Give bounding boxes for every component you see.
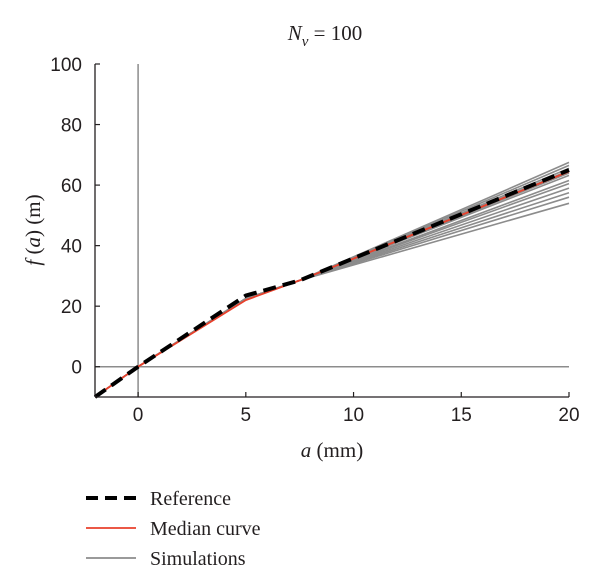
y-tick-label-20: 20 [61,297,82,318]
y-axis-open: ( [21,247,45,259]
y-axis-label: f (a) (m) [21,194,45,265]
legend: Reference Median curve Simulations [86,488,261,570]
x-axis-var: a [301,438,312,462]
legend-median-label: Median curve [150,518,261,540]
x-ticks: 0 5 10 15 20 [133,392,580,426]
y-axis-unit: ) (m) [21,194,45,237]
x-tick-label-15: 15 [451,405,472,426]
y-ticks: 0 20 40 60 80 100 [50,55,100,379]
legend-reference-label: Reference [150,488,231,510]
y-tick-label-40: 40 [61,237,82,258]
y-tick-label-100: 100 [50,55,82,76]
chart-title: Nv = 100 [287,21,363,50]
title-subscript: v [302,34,309,50]
y-axis-arg: a [21,237,45,248]
simulation-curve-4 [94,169,570,398]
simulation-curve-12 [94,202,570,398]
median-curve-group [94,170,570,398]
y-tick-label-60: 60 [61,176,82,197]
axes [94,64,569,398]
y-tick-label-80: 80 [61,116,82,137]
title-rest: = 100 [308,21,362,45]
reference-curve-group [93,168,570,399]
x-tick-label-5: 5 [241,405,252,426]
x-tick-label-0: 0 [133,405,144,426]
x-tick-label-20: 20 [558,405,579,426]
x-axis-unit: (mm) [311,438,363,462]
y-tick-label-0: 0 [71,358,82,379]
reference-curve [93,168,570,399]
legend-simulations-label: Simulations [150,548,246,570]
y-axis-var: f [21,257,45,266]
zero-lines [95,64,569,397]
median-curve [94,170,570,398]
x-tick-label-10: 10 [343,405,364,426]
x-axis-label: a (mm) [301,438,363,462]
title-symbol: N [287,21,303,45]
